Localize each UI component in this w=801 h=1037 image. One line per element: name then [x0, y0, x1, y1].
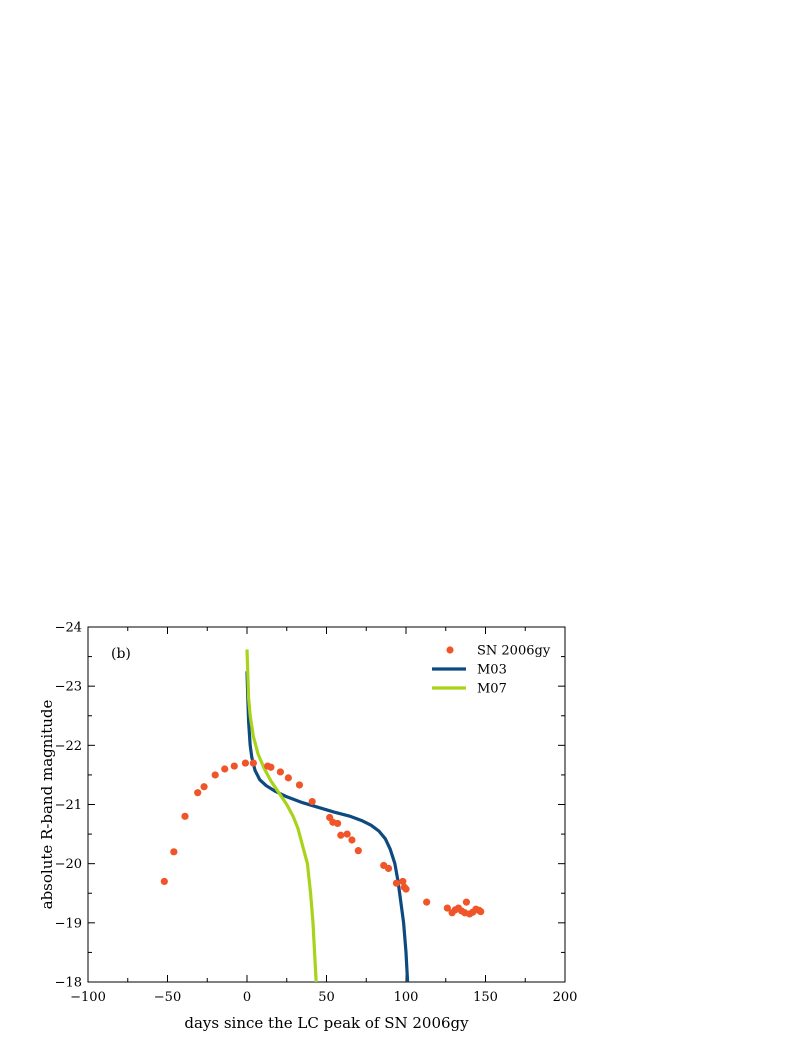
- x-tick-label: −50: [154, 990, 181, 1005]
- data-point: [160, 877, 168, 886]
- y-tick-label: −19: [55, 916, 82, 931]
- data-point: [392, 879, 401, 887]
- series-layer: [160, 649, 485, 982]
- data-point: [230, 762, 238, 770]
- x-axis-title: days since the LC peak of SN 2006gy: [184, 1014, 469, 1032]
- data-point: [343, 830, 351, 838]
- x-tick-label: 50: [318, 990, 335, 1005]
- data-point: [181, 812, 189, 820]
- data-point: [462, 898, 471, 906]
- data-point: [267, 763, 275, 771]
- series-line-m03: [245, 671, 410, 982]
- data-point: [477, 907, 485, 916]
- data-point: [348, 836, 356, 844]
- data-point: [354, 847, 362, 855]
- data-point: [334, 819, 342, 828]
- x-tick-label: 200: [553, 990, 578, 1005]
- data-point: [399, 877, 407, 886]
- data-point: [170, 848, 178, 856]
- tick-labels: −100 −50 0 50 100 150 200 −24 −23 −22 −21 −20 −19 −18: [55, 621, 578, 1006]
- y-tick-label: −21: [55, 798, 82, 813]
- data-point: [402, 885, 410, 893]
- x-tick-label: 150: [473, 990, 498, 1005]
- legend-label: SN 2006gy: [477, 644, 551, 659]
- legend-marker: [446, 646, 454, 654]
- data-point: [443, 904, 451, 912]
- y-tick-label: −22: [55, 739, 82, 754]
- data-point: [308, 797, 316, 806]
- legend: SN 2006gy M03 M07: [432, 644, 551, 697]
- data-point: [249, 759, 257, 767]
- series-line-m07: [245, 649, 318, 982]
- x-tick-label: 100: [394, 990, 419, 1005]
- data-point: [284, 774, 292, 782]
- data-point: [423, 898, 431, 906]
- data-point: [276, 768, 284, 776]
- data-point: [384, 864, 393, 873]
- legend-label: M07: [477, 682, 507, 697]
- data-point: [221, 765, 229, 773]
- y-tick-label: −20: [55, 857, 82, 872]
- plot-frame: [87, 626, 566, 983]
- y-axis-title: absolute R-band magnitude: [38, 700, 56, 910]
- data-point: [200, 783, 208, 791]
- panel-label: (b): [111, 646, 131, 662]
- y-tick-label: −18: [55, 976, 82, 991]
- data-point: [194, 789, 202, 797]
- axis-ticks: [87, 626, 566, 983]
- y-tick-label: −23: [55, 680, 82, 695]
- data-point: [241, 759, 250, 767]
- legend-label: M03: [477, 663, 507, 678]
- x-tick-label: 0: [243, 990, 251, 1005]
- data-point: [211, 771, 219, 779]
- y-tick-label: −24: [55, 621, 82, 636]
- data-point: [337, 831, 345, 839]
- x-tick-label: −100: [70, 990, 106, 1005]
- data-point: [295, 781, 304, 789]
